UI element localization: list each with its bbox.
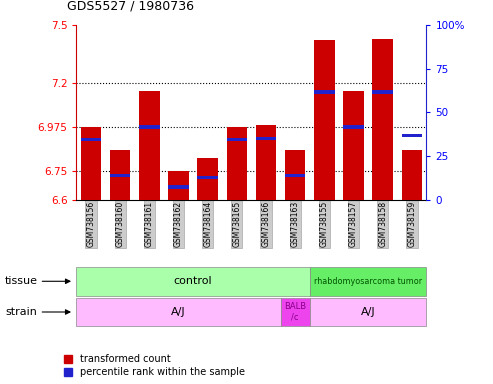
Bar <box>373 90 393 94</box>
Bar <box>314 40 335 200</box>
Bar <box>110 150 130 200</box>
Bar <box>139 91 160 200</box>
Bar <box>198 175 218 179</box>
Text: rhabdomyosarcoma tumor: rhabdomyosarcoma tumor <box>314 277 422 286</box>
Bar <box>373 38 393 200</box>
Text: A/J: A/J <box>361 307 375 317</box>
Bar <box>81 127 101 200</box>
Bar <box>285 174 305 177</box>
Bar <box>343 125 364 129</box>
Text: control: control <box>174 276 212 286</box>
Bar <box>256 125 276 200</box>
Bar <box>168 170 189 200</box>
Bar <box>314 90 335 94</box>
Bar <box>227 138 247 141</box>
Text: BALB
/c: BALB /c <box>284 302 306 322</box>
Text: A/J: A/J <box>171 307 186 317</box>
Bar <box>139 125 160 129</box>
Text: GDS5527 / 1980736: GDS5527 / 1980736 <box>67 0 194 13</box>
Bar <box>285 150 305 200</box>
Bar <box>168 185 189 189</box>
Bar <box>198 158 218 200</box>
Bar <box>402 150 422 200</box>
Bar <box>81 138 101 141</box>
Text: strain: strain <box>5 307 37 317</box>
Text: tissue: tissue <box>5 276 38 286</box>
Bar <box>227 127 247 200</box>
Bar <box>402 134 422 137</box>
Bar <box>343 91 364 200</box>
Bar <box>110 174 130 177</box>
Legend: transformed count, percentile rank within the sample: transformed count, percentile rank withi… <box>64 354 245 377</box>
Bar <box>256 137 276 140</box>
